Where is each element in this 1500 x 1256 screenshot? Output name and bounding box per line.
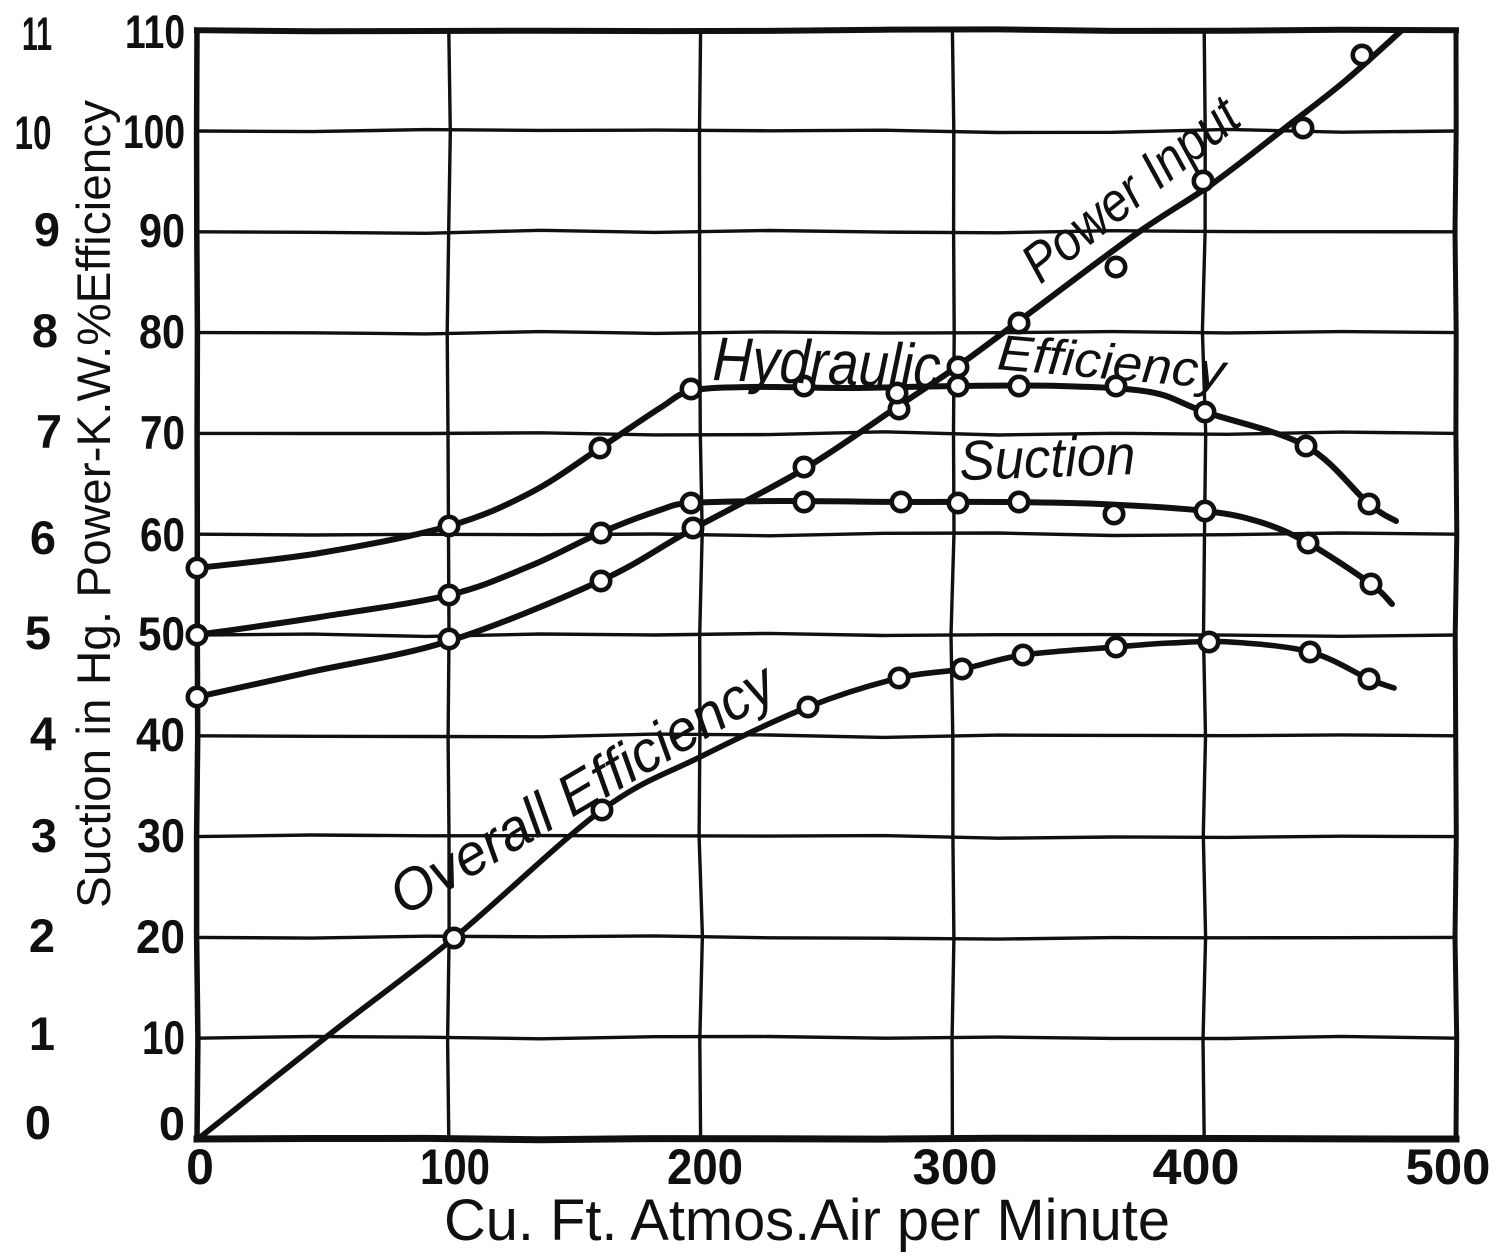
svg-text:10: 10 — [15, 106, 52, 159]
svg-text:0: 0 — [25, 1096, 51, 1149]
svg-text:30: 30 — [137, 809, 185, 862]
svg-text:90: 90 — [139, 204, 185, 257]
svg-text:80: 80 — [139, 305, 185, 358]
svg-text:0: 0 — [159, 1097, 185, 1150]
svg-text:1: 1 — [29, 1007, 55, 1060]
svg-text:3: 3 — [31, 809, 57, 862]
svg-text:20: 20 — [136, 910, 185, 963]
svg-text:10: 10 — [142, 1011, 185, 1064]
svg-text:70: 70 — [140, 406, 185, 459]
svg-text:Suction: Suction — [958, 423, 1136, 492]
svg-text:200: 200 — [667, 1139, 743, 1195]
svg-text:300: 300 — [913, 1139, 998, 1195]
svg-text:8: 8 — [32, 304, 58, 357]
svg-text:50: 50 — [138, 607, 185, 660]
svg-text:100: 100 — [123, 105, 185, 158]
svg-text:400: 400 — [1153, 1139, 1240, 1195]
svg-text:9: 9 — [34, 203, 60, 256]
svg-text:0: 0 — [186, 1139, 214, 1195]
svg-text:Cu. Ft. Atmos.Air per Minute: Cu. Ft. Atmos.Air per Minute — [444, 1188, 1170, 1253]
svg-text:4: 4 — [30, 707, 56, 760]
svg-text:110: 110 — [125, 5, 185, 58]
svg-text:5: 5 — [25, 606, 51, 659]
svg-text:Suction in Hg. Power-K.W.%Effi: Suction in Hg. Power-K.W.%Efficiency — [67, 100, 120, 908]
svg-text:100: 100 — [420, 1139, 490, 1195]
svg-text:500: 500 — [1406, 1139, 1491, 1195]
svg-text:2: 2 — [29, 909, 55, 962]
svg-text:6: 6 — [30, 511, 56, 564]
svg-text:7: 7 — [36, 405, 62, 458]
svg-text:Hydraulic: Hydraulic — [712, 325, 942, 402]
svg-text:11: 11 — [22, 7, 52, 60]
svg-text:40: 40 — [136, 708, 185, 761]
svg-text:60: 60 — [140, 508, 185, 561]
